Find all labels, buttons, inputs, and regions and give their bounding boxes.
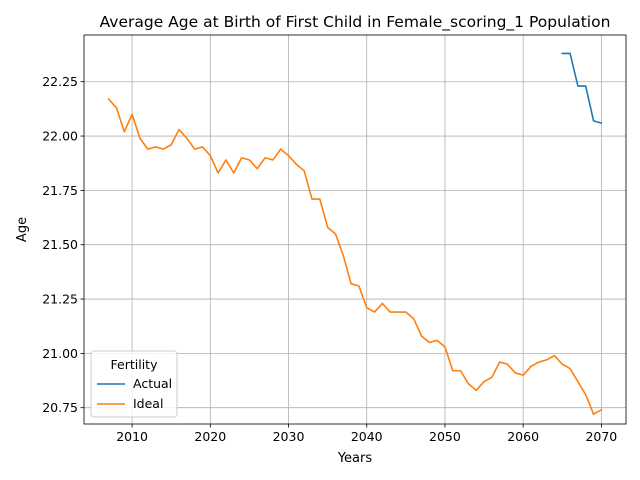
plot-frame: [83, 34, 627, 425]
y-tick-label: 21.25: [42, 292, 78, 307]
axis-ticks: 2010 2020 2030 2040 2050 2060 2070 20.75 21.00 21…: [42, 74, 617, 444]
y-tick-label: 22.00: [42, 129, 78, 144]
legend: Fertility Actual Ideal: [90, 350, 178, 418]
legend-label-actual: Actual: [133, 376, 172, 391]
legend-items: Actual Ideal: [97, 376, 172, 411]
x-tick-label: 2070: [585, 429, 617, 444]
x-axis-label: Years: [337, 451, 373, 466]
x-tick-label: 2040: [351, 429, 383, 444]
series-line-ideal: [107, 97, 603, 416]
y-tick-label: 20.75: [42, 400, 78, 415]
legend-box: [90, 350, 178, 418]
y-axis-label: Age: [15, 217, 30, 242]
legend-label-ideal: Ideal: [133, 396, 163, 411]
x-tick-label: 2030: [273, 429, 305, 444]
series-lines: [107, 52, 603, 416]
chart-title: Average Age at Birth of First Child in F…: [100, 13, 611, 32]
y-tick-label: 21.50: [42, 237, 78, 252]
y-tick-label: 21.00: [42, 346, 78, 361]
series-line-actual: [561, 52, 603, 124]
x-tick-label: 2060: [507, 429, 539, 444]
x-tick-label: 2020: [194, 429, 226, 444]
y-tick-label: 22.25: [42, 74, 78, 89]
legend-title: Fertility: [111, 357, 159, 372]
x-tick-label: 2010: [116, 429, 148, 444]
y-tick-label: 21.75: [42, 183, 78, 198]
x-tick-label: 2050: [429, 429, 461, 444]
